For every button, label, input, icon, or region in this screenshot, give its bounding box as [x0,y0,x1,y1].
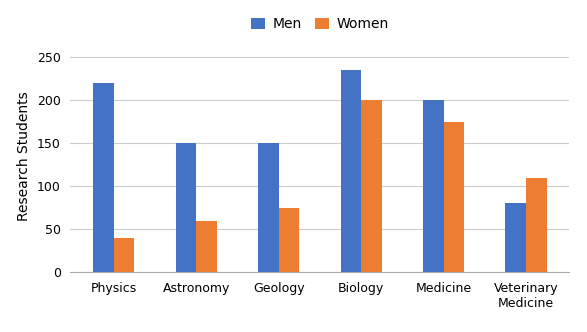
Bar [444,122,464,272]
Bar [279,208,299,272]
Bar [93,83,114,272]
Bar [258,143,279,272]
Bar [526,178,546,272]
Bar [361,100,382,272]
Bar [114,238,134,272]
Bar [423,100,444,272]
Y-axis label: Research Students: Research Students [17,91,31,221]
Bar [505,204,526,272]
Bar [176,143,196,272]
Legend: Men, Women: Men, Women [246,12,394,37]
Bar [196,220,217,272]
Bar [340,70,361,272]
